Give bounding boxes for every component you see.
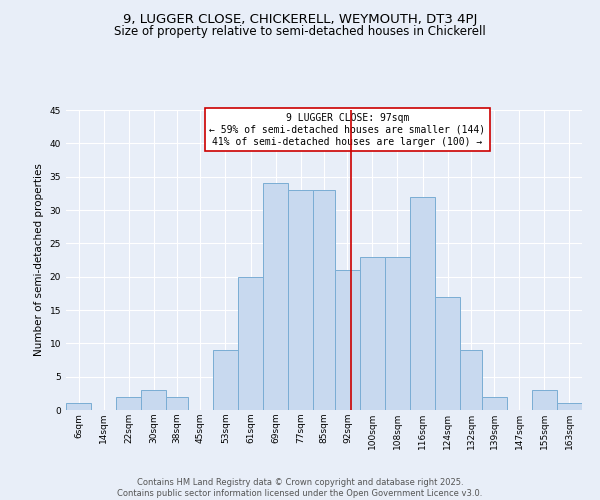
Bar [410,196,435,410]
Bar [288,190,313,410]
Bar [435,296,460,410]
Text: 9, LUGGER CLOSE, CHICKERELL, WEYMOUTH, DT3 4PJ: 9, LUGGER CLOSE, CHICKERELL, WEYMOUTH, D… [123,12,477,26]
Bar [213,350,238,410]
Text: Size of property relative to semi-detached houses in Chickerell: Size of property relative to semi-detach… [114,25,486,38]
Bar [532,390,557,410]
Text: 9 LUGGER CLOSE: 97sqm
← 59% of semi-detached houses are smaller (144)
41% of sem: 9 LUGGER CLOSE: 97sqm ← 59% of semi-deta… [209,114,485,146]
Bar [238,276,263,410]
Bar [66,404,91,410]
Bar [482,396,507,410]
Text: Contains HM Land Registry data © Crown copyright and database right 2025.
Contai: Contains HM Land Registry data © Crown c… [118,478,482,498]
Y-axis label: Number of semi-detached properties: Number of semi-detached properties [34,164,44,356]
Bar [335,270,360,410]
Bar [460,350,482,410]
Bar [141,390,166,410]
Bar [313,190,335,410]
Bar [116,396,141,410]
Bar [360,256,385,410]
Bar [557,404,582,410]
Bar [385,256,410,410]
Bar [263,184,288,410]
Bar [166,396,188,410]
